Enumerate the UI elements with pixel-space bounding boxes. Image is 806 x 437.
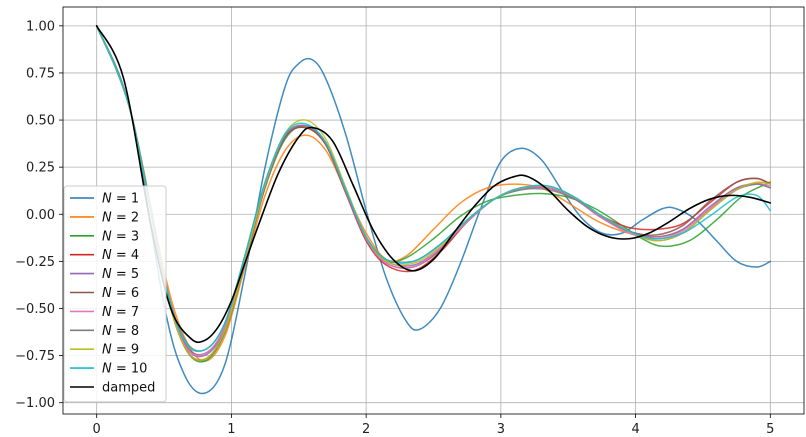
legend-label: N = 1 xyxy=(102,192,139,207)
y-tick-label: 0.00 xyxy=(26,208,55,223)
x-axis: 0 1 2 3 4 5 xyxy=(93,414,774,437)
y-tick-label: 1.00 xyxy=(26,19,55,34)
series-line-11 xyxy=(95,25,772,344)
y-tick-label: 0.75 xyxy=(26,66,55,81)
series-line-1 xyxy=(95,25,772,395)
legend-label: N = 8 xyxy=(102,324,139,339)
series-lines xyxy=(95,25,772,395)
legend-label: N = 6 xyxy=(102,286,139,301)
series-line-7 xyxy=(95,25,772,356)
legend-box xyxy=(63,185,167,403)
x-tick-label: 5 xyxy=(766,422,774,437)
y-tick-label: −0.25 xyxy=(15,255,55,270)
series-line-3 xyxy=(95,25,772,363)
series-line-2 xyxy=(95,25,772,362)
legend-label: N = 9 xyxy=(102,343,139,358)
legend-label: N = 4 xyxy=(102,248,139,263)
series-line-9 xyxy=(95,25,772,361)
legend-label: N = 10 xyxy=(102,362,147,377)
x-tick-label: 1 xyxy=(227,422,235,437)
series-line-10 xyxy=(95,25,772,353)
x-tick-label: 3 xyxy=(497,422,505,437)
y-tick-label: −1.00 xyxy=(15,396,55,411)
series-line-4 xyxy=(95,25,772,361)
legend-label: N = 5 xyxy=(102,267,139,282)
series-line-8 xyxy=(95,25,772,352)
y-tick-label: −0.75 xyxy=(15,349,55,364)
grid-lines xyxy=(63,7,804,414)
series-line-6 xyxy=(95,25,772,356)
legend-label: N = 7 xyxy=(102,305,139,320)
y-tick-label: 0.25 xyxy=(26,161,55,176)
legend-label: N = 3 xyxy=(102,229,139,244)
x-tick-label: 4 xyxy=(631,422,639,437)
y-axis: −1.00 −0.75 −0.50 −0.25 0.00 0.25 0.50 0.75 1.00 xyxy=(15,19,63,411)
legend-label: damped xyxy=(102,381,155,396)
y-tick-label: 0.50 xyxy=(26,114,55,129)
y-tick-label: −0.50 xyxy=(15,302,55,317)
legend-label: N = 2 xyxy=(102,210,139,225)
x-tick-label: 0 xyxy=(93,422,101,437)
series-line-5 xyxy=(95,25,772,358)
x-tick-label: 2 xyxy=(362,422,370,437)
legend: N = 1 N = 2 N = 3 N = 4 N = 5 N = 6 N = 7 N = 8… xyxy=(63,185,167,403)
plot-area-frame xyxy=(62,6,805,415)
